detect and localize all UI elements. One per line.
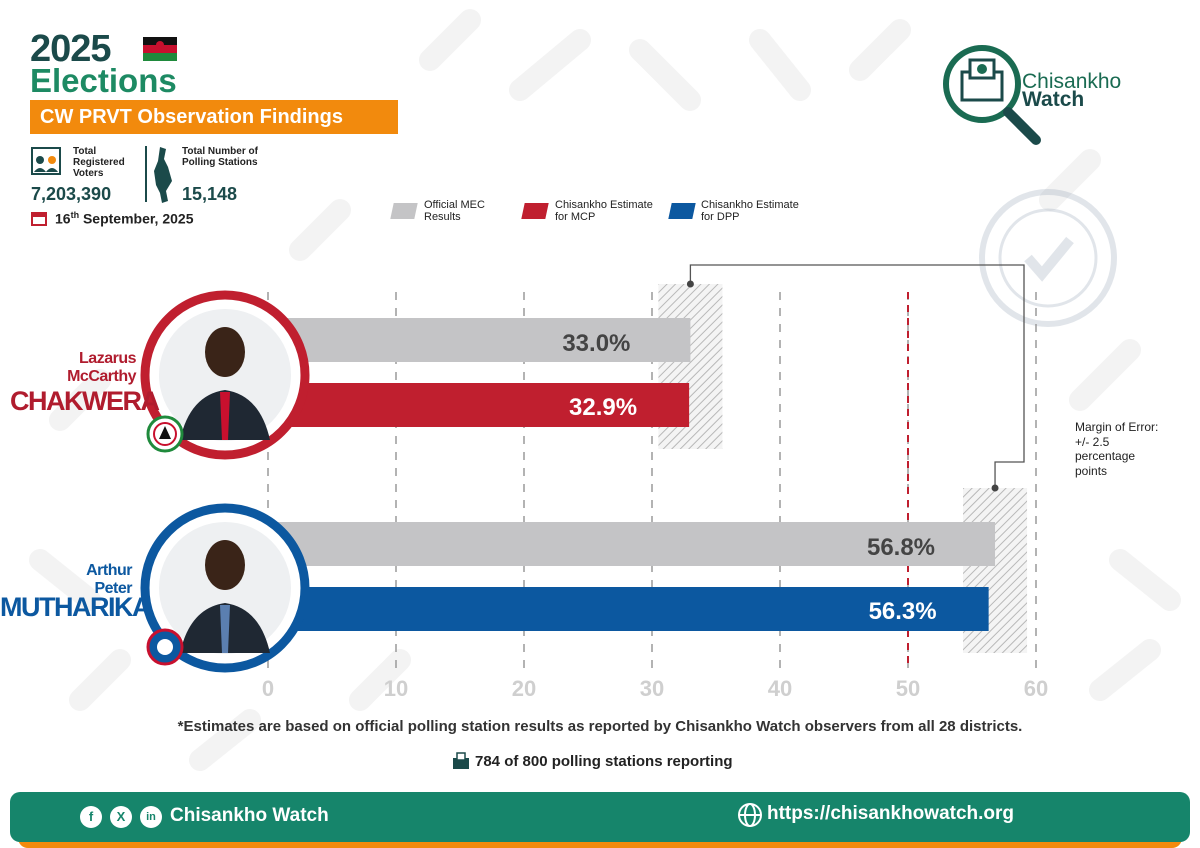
x-tick-label-40: 40 bbox=[768, 676, 792, 701]
header-title: Elections bbox=[30, 62, 177, 99]
bar-mec-0 bbox=[278, 318, 691, 362]
legend-label-mcp: Chisankho Estimate for MCP bbox=[555, 199, 653, 223]
x-tick-label-50: 50 bbox=[896, 676, 920, 701]
candidate-2-last-name: MUTHARIKA bbox=[0, 592, 151, 622]
x-tick-label-30: 30 bbox=[640, 676, 664, 701]
portrait-mutharika bbox=[140, 503, 310, 673]
voters-label: Total Registered Voters bbox=[73, 146, 125, 179]
candidate-1-middle-name: McCarthy bbox=[67, 368, 136, 385]
x-tick-label-10: 10 bbox=[384, 676, 408, 701]
bar-label-mec-0: 33.0% bbox=[562, 330, 630, 357]
bar-label-estimate-0: 32.9% bbox=[569, 394, 637, 421]
candidate-1-first-name: Lazarus bbox=[79, 350, 136, 367]
margin-of-error-connector bbox=[689, 264, 1025, 488]
globe-icon bbox=[738, 803, 762, 827]
x-twitter-icon[interactable]: X bbox=[110, 806, 132, 828]
consistent-stamp bbox=[979, 189, 1117, 327]
candidate-1-last-name: CHAKWERA bbox=[10, 386, 160, 416]
margin-marker-dot-1 bbox=[991, 484, 999, 492]
bar-label-mec-1: 56.8% bbox=[867, 534, 935, 561]
chisankho-logo-icon bbox=[943, 45, 1041, 145]
date-rest: September, 2025 bbox=[79, 210, 194, 227]
brand-name-line2: Watch bbox=[1022, 88, 1085, 111]
candidate-2-middle-name: Peter bbox=[94, 580, 132, 597]
malawi-flag-icon bbox=[143, 37, 177, 61]
legend-label-dpp: Chisankho Estimate for DPP bbox=[701, 199, 799, 223]
stations-value: 15,148 bbox=[182, 184, 238, 204]
legend-label-mec: Official MEC Results bbox=[424, 199, 485, 223]
date-suffix: th bbox=[70, 210, 80, 220]
stats-divider bbox=[145, 146, 147, 202]
candidate-2-first-name: Arthur bbox=[86, 562, 132, 579]
mcp-party-icon bbox=[146, 415, 184, 453]
portrait-chakwera bbox=[140, 290, 310, 460]
header-banner: CW PRVT Observation Findings bbox=[30, 100, 398, 134]
header-year: 2025 bbox=[30, 28, 112, 70]
calendar-icon bbox=[31, 212, 47, 226]
bar-mec-1 bbox=[278, 522, 996, 566]
stations-label: Total Number of Polling Stations bbox=[182, 146, 258, 168]
reporting-status: 784 of 800 polling stations reporting bbox=[475, 753, 733, 770]
report-date: 16th September, 2025 bbox=[55, 210, 193, 227]
voters-icon bbox=[31, 147, 61, 175]
ballot-box-icon bbox=[453, 752, 469, 769]
footer-bar bbox=[10, 792, 1190, 842]
bar-label-estimate-1: 56.3% bbox=[869, 598, 937, 625]
margin-marker-dot-0 bbox=[686, 280, 694, 288]
bar-estimate-0 bbox=[278, 383, 690, 427]
brand-name-line1: Chisankho bbox=[1022, 70, 1122, 93]
linkedin-icon[interactable]: in bbox=[140, 806, 162, 828]
x-tick-label-0: 0 bbox=[262, 676, 274, 701]
footer-website-link[interactable]: https://chisankhowatch.org bbox=[767, 803, 1015, 824]
x-tick-label-60: 60 bbox=[1024, 676, 1048, 701]
facebook-icon[interactable]: f bbox=[80, 806, 102, 828]
footer-org-name: Chisankho Watch bbox=[170, 805, 329, 826]
bar-estimate-1 bbox=[278, 587, 989, 631]
dpp-party-icon bbox=[146, 628, 184, 666]
date-day: 16 bbox=[55, 210, 71, 227]
margin-of-error-label: Margin of Error: +/- 2.5 percentage poin… bbox=[1075, 420, 1159, 478]
estimates-note: *Estimates are based on official polling… bbox=[177, 718, 1023, 735]
voters-value: 7,203,390 bbox=[31, 184, 112, 204]
x-tick-label-20: 20 bbox=[512, 676, 536, 701]
malawi-map-icon bbox=[154, 147, 172, 203]
